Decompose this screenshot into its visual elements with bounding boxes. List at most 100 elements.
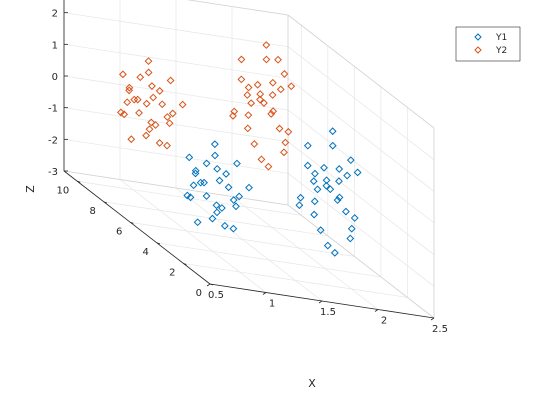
y-tick <box>103 201 107 204</box>
grid-line <box>63 12 289 48</box>
grid-line <box>119 179 267 293</box>
data-point <box>166 76 175 85</box>
data-point <box>212 201 221 210</box>
data-point <box>311 169 319 178</box>
z-tick-label: -2 <box>48 135 58 146</box>
data-point <box>210 140 219 149</box>
data-point <box>186 193 195 202</box>
data-point <box>202 192 211 200</box>
data-point <box>200 178 208 187</box>
data-point <box>229 224 238 233</box>
data-point <box>136 73 145 82</box>
data-point <box>147 118 156 127</box>
x-tick <box>430 317 435 321</box>
data-point <box>346 234 355 243</box>
data-point <box>130 95 139 104</box>
data-point <box>229 196 238 204</box>
data-point <box>274 55 282 64</box>
data-point <box>295 201 304 210</box>
marks-layer <box>117 41 362 257</box>
data-point <box>213 208 221 217</box>
data-point <box>118 70 127 79</box>
data-point <box>155 139 164 147</box>
data-point <box>224 183 233 192</box>
x-axis-label: X <box>308 377 316 390</box>
data-point <box>220 221 229 230</box>
data-point <box>310 197 319 206</box>
data-point <box>257 155 266 164</box>
data-point <box>149 93 158 102</box>
y-tick-label: 4 <box>143 247 149 258</box>
data-point <box>235 192 244 201</box>
data-point <box>269 107 278 116</box>
data-point <box>142 99 151 108</box>
data-point <box>213 164 222 173</box>
x-tick-label: 1.5 <box>320 307 336 318</box>
data-point <box>328 127 337 136</box>
data-point <box>142 131 150 140</box>
data-point <box>230 107 239 116</box>
grid-line <box>287 78 435 192</box>
data-point <box>163 141 171 150</box>
z-tick-label: 2 <box>52 9 58 20</box>
data-point <box>233 159 241 168</box>
data-point <box>244 111 253 120</box>
grid-line <box>77 180 302 216</box>
data-point <box>309 177 318 186</box>
data-point <box>208 214 217 223</box>
data-point <box>276 85 285 94</box>
y-tick <box>77 180 81 183</box>
y-tick-label: 2 <box>169 267 175 278</box>
z-axis-label: Z <box>24 185 37 193</box>
data-point <box>335 177 343 186</box>
grid-line <box>183 263 408 298</box>
x-tick-label: 2.5 <box>432 324 448 335</box>
data-point <box>310 210 319 219</box>
data-point <box>260 99 268 107</box>
data-point <box>193 218 202 227</box>
data-point <box>247 99 256 108</box>
data-point <box>253 80 262 89</box>
grid-line <box>63 138 289 174</box>
data-point <box>185 153 194 162</box>
x-tick-label: 2 <box>381 316 387 327</box>
data-point <box>168 109 177 118</box>
data-point <box>196 178 205 187</box>
z-tick-label: 0 <box>52 72 58 83</box>
box-edge <box>186 0 289 16</box>
z-tick-label: -1 <box>48 104 58 115</box>
x-tick <box>206 283 211 287</box>
data-point <box>178 100 187 109</box>
y-tick-label: 8 <box>89 206 95 217</box>
data-point <box>211 151 219 160</box>
x-tick <box>374 309 379 312</box>
data-point <box>144 68 153 77</box>
data-point <box>267 110 276 118</box>
data-point <box>215 176 224 185</box>
x-tick-label: 0.5 <box>208 290 224 301</box>
grid-line <box>63 107 289 143</box>
data-point <box>155 87 164 95</box>
data-point <box>229 111 237 120</box>
data-point <box>135 108 143 117</box>
data-point <box>335 165 344 173</box>
y-tick <box>183 263 187 265</box>
data-point <box>346 156 355 165</box>
y-tick <box>209 283 214 286</box>
data-point <box>144 57 153 66</box>
legend-entry-y2: Y2 <box>474 46 507 56</box>
data-point <box>347 224 356 233</box>
x-tick <box>262 292 267 295</box>
data-point <box>183 191 192 200</box>
data-point <box>189 181 198 190</box>
data-point <box>280 70 289 78</box>
y-tick-label: 6 <box>116 226 122 237</box>
grid-line <box>287 141 435 255</box>
data-point <box>158 100 167 109</box>
x-tick-label: 1 <box>269 299 275 310</box>
data-point <box>127 135 136 144</box>
data-point <box>218 204 226 212</box>
grid-line <box>287 109 435 224</box>
